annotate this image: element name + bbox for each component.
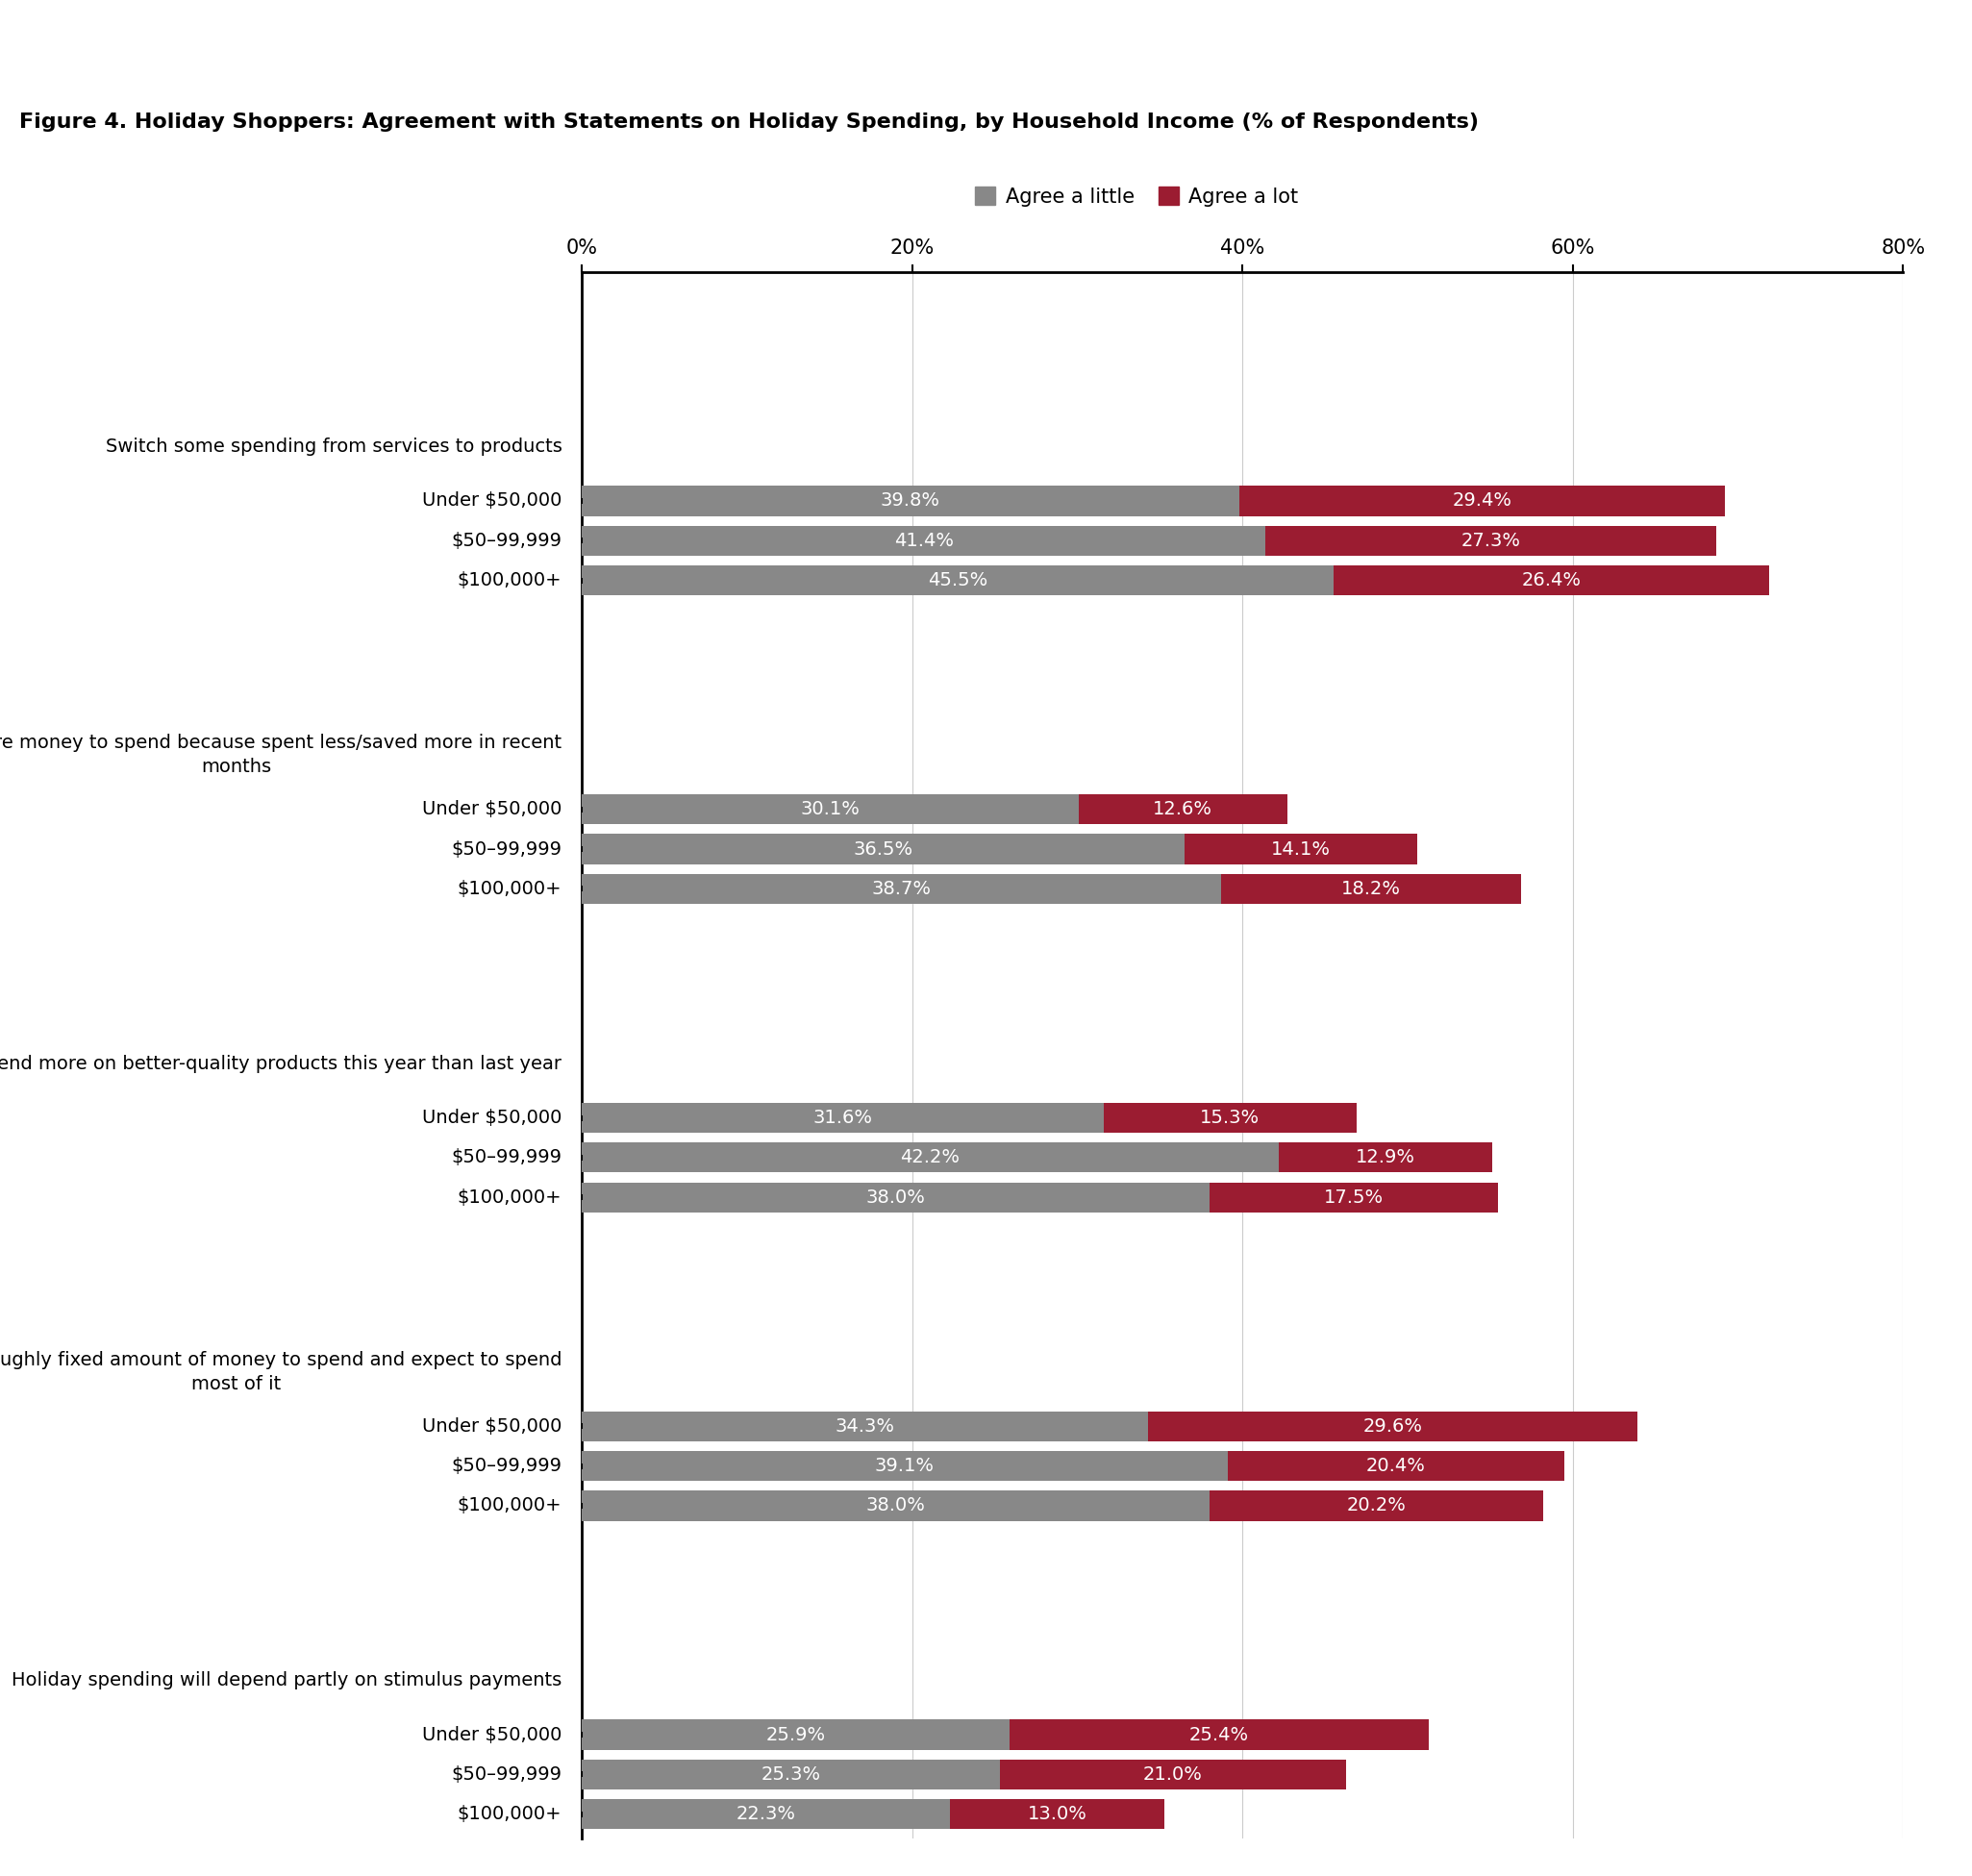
Text: 21.0%: 21.0%: [1144, 1765, 1203, 1784]
Bar: [582, 1411, 1148, 1441]
Text: $100,000+: $100,000+: [458, 572, 562, 589]
Bar: [1010, 1720, 1430, 1750]
Text: $50–99,999: $50–99,999: [452, 840, 562, 859]
Text: Holiday spending will depend partly on stimulus payments: Holiday spending will depend partly on s…: [12, 1672, 562, 1690]
Bar: [1209, 1182, 1499, 1212]
Bar: [582, 1720, 1010, 1750]
Text: $100,000+: $100,000+: [458, 1497, 562, 1516]
Text: 25.9%: 25.9%: [765, 1726, 826, 1745]
Bar: [582, 1760, 1000, 1790]
Text: 27.3%: 27.3%: [1461, 531, 1520, 550]
Text: 38.0%: 38.0%: [866, 1188, 925, 1206]
Bar: [1104, 1103, 1357, 1133]
Text: 12.9%: 12.9%: [1355, 1148, 1416, 1167]
Bar: [582, 525, 1266, 555]
Text: 14.1%: 14.1%: [1272, 840, 1331, 859]
Text: 34.3%: 34.3%: [836, 1416, 895, 1435]
Bar: [1185, 835, 1418, 865]
Text: $100,000+: $100,000+: [458, 1805, 562, 1823]
Text: 26.4%: 26.4%: [1520, 572, 1582, 589]
Bar: [582, 1103, 1104, 1133]
Text: 38.0%: 38.0%: [866, 1497, 925, 1516]
Text: Have more money to spend because spent less/saved more in recent
months: Have more money to spend because spent l…: [0, 734, 562, 777]
Bar: [1221, 874, 1522, 904]
Text: 20.4%: 20.4%: [1367, 1458, 1426, 1475]
Bar: [582, 794, 1079, 824]
Text: Under $50,000: Under $50,000: [422, 1416, 562, 1435]
Text: 42.2%: 42.2%: [901, 1148, 960, 1167]
Bar: [582, 486, 1238, 516]
Text: 15.3%: 15.3%: [1201, 1109, 1260, 1127]
Text: Under $50,000: Under $50,000: [422, 492, 562, 510]
Text: 29.6%: 29.6%: [1363, 1416, 1422, 1435]
Text: 25.4%: 25.4%: [1189, 1726, 1248, 1745]
Bar: [582, 565, 1333, 595]
Text: 31.6%: 31.6%: [812, 1109, 872, 1127]
Bar: [1148, 1411, 1637, 1441]
Text: $100,000+: $100,000+: [458, 880, 562, 899]
Bar: [1333, 565, 1769, 595]
Bar: [582, 1491, 1209, 1521]
Text: 20.2%: 20.2%: [1347, 1497, 1406, 1516]
Text: 13.0%: 13.0%: [1027, 1805, 1087, 1823]
Text: 39.8%: 39.8%: [881, 492, 941, 510]
Text: 22.3%: 22.3%: [736, 1805, 795, 1823]
Text: 12.6%: 12.6%: [1154, 801, 1213, 818]
Text: Under $50,000: Under $50,000: [422, 1109, 562, 1127]
Text: Have a roughly fixed amount of money to spend and expect to spend
most of it: Have a roughly fixed amount of money to …: [0, 1351, 562, 1394]
Bar: [582, 1450, 1227, 1480]
Text: Switch some spending from services to products: Switch some spending from services to pr…: [105, 437, 562, 456]
Bar: [582, 1799, 951, 1829]
Legend: Agree a little, Agree a lot: Agree a little, Agree a lot: [966, 178, 1305, 214]
Bar: [1278, 1142, 1491, 1172]
Text: 45.5%: 45.5%: [927, 572, 988, 589]
Bar: [582, 1182, 1209, 1212]
Bar: [582, 835, 1185, 865]
Text: 38.7%: 38.7%: [872, 880, 931, 899]
Bar: [582, 1142, 1278, 1172]
Bar: [1000, 1760, 1347, 1790]
Text: 30.1%: 30.1%: [801, 801, 860, 818]
Text: Under $50,000: Under $50,000: [422, 1726, 562, 1745]
Text: $100,000+: $100,000+: [458, 1188, 562, 1206]
Text: $50–99,999: $50–99,999: [452, 1765, 562, 1784]
Bar: [1209, 1491, 1542, 1521]
Bar: [1079, 794, 1288, 824]
Text: $50–99,999: $50–99,999: [452, 1148, 562, 1167]
Text: 17.5%: 17.5%: [1323, 1188, 1384, 1206]
Text: 36.5%: 36.5%: [854, 840, 913, 859]
Bar: [1227, 1450, 1564, 1480]
Text: $50–99,999: $50–99,999: [452, 1458, 562, 1475]
Text: 25.3%: 25.3%: [761, 1765, 820, 1784]
Bar: [951, 1799, 1165, 1829]
Text: $50–99,999: $50–99,999: [452, 531, 562, 550]
Text: 29.4%: 29.4%: [1451, 492, 1513, 510]
Text: 41.4%: 41.4%: [893, 531, 952, 550]
Text: Figure 4. Holiday Shoppers: Agreement with Statements on Holiday Spending, by Ho: Figure 4. Holiday Shoppers: Agreement wi…: [20, 113, 1479, 131]
Bar: [582, 874, 1221, 904]
Bar: [1266, 525, 1716, 555]
Text: 39.1%: 39.1%: [876, 1458, 935, 1475]
Text: Will spend more on better-quality products this year than last year: Will spend more on better-quality produc…: [0, 1054, 562, 1073]
Bar: [1238, 486, 1726, 516]
Text: 18.2%: 18.2%: [1341, 880, 1400, 899]
Text: Under $50,000: Under $50,000: [422, 801, 562, 818]
